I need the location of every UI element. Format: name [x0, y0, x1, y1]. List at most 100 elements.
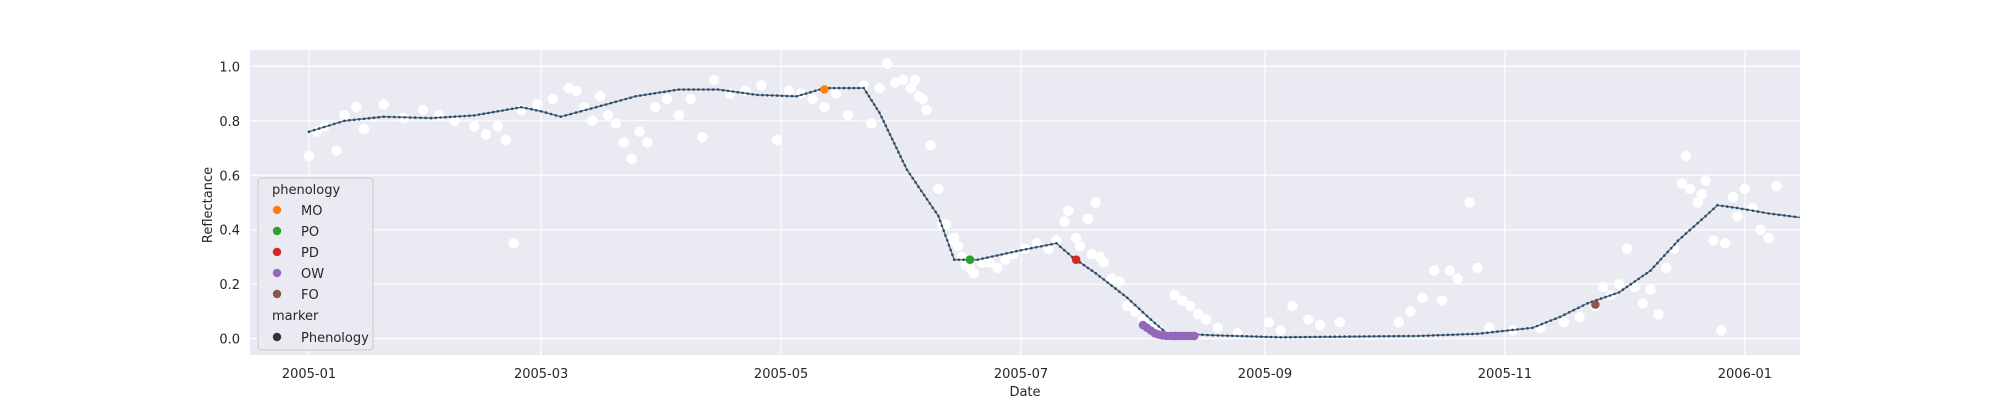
legend-label-mo: MO: [301, 204, 322, 219]
observation-point: [685, 93, 696, 105]
smoothed-dot: [629, 96, 632, 99]
smoothed-dot: [1034, 245, 1038, 249]
smoothed-dot: [1586, 302, 1589, 305]
smoothed-dot: [1279, 336, 1282, 339]
observation-point: [1668, 243, 1680, 254]
legend-label-po: PO: [301, 225, 319, 240]
smoothed-dot: [515, 106, 518, 110]
observation-point: [1275, 325, 1286, 336]
smoothed-dot: [1476, 332, 1479, 336]
smoothed-dot: [1402, 334, 1405, 338]
smoothed-dot: [594, 105, 598, 109]
smoothed-dot: [1323, 335, 1327, 339]
observation-point: [842, 110, 854, 121]
smoothed-dot: [327, 124, 331, 127]
observation-point: [1716, 325, 1727, 336]
smoothed-dot: [1211, 333, 1214, 337]
observation-point: [1428, 265, 1440, 276]
smoothed-dot: [534, 109, 538, 112]
smoothed-dot: [1216, 334, 1220, 337]
smoothed-dot: [1531, 326, 1534, 330]
observation-point: [1444, 265, 1456, 276]
observation-point: [1680, 151, 1692, 162]
smoothed-dot: [1313, 335, 1317, 339]
smoothed-dot: [510, 107, 514, 111]
smoothed-dot: [419, 116, 422, 120]
smoothed-dot: [1392, 334, 1396, 338]
smoothed-dot: [1725, 205, 1729, 208]
phenology-points: [820, 85, 1600, 341]
smoothed-dot: [1673, 243, 1676, 246]
smoothed-dot: [1625, 285, 1629, 289]
smoothed-dot: [1363, 335, 1366, 338]
observation-point: [897, 74, 909, 86]
smoothed-dot: [579, 110, 583, 113]
observation-point: [594, 91, 606, 102]
smoothed-dot: [1372, 335, 1376, 338]
smoothed-dot: [1235, 334, 1239, 338]
x-axis-ticks: 2005-01 2005-03 2005-05 2005-07 2005-09 2005-…: [282, 367, 1772, 382]
smoothed-dot: [1422, 334, 1425, 338]
observation-point: [756, 80, 767, 91]
observation-point: [1645, 284, 1656, 295]
smoothed-dot: [559, 115, 563, 118]
smoothed-dot: [1436, 333, 1440, 337]
smoothed-dot: [872, 103, 876, 106]
smoothed-dot: [746, 92, 749, 95]
smoothed-dot: [890, 137, 894, 141]
phenology-point-po: [965, 255, 975, 264]
smoothed-dot: [1129, 300, 1133, 303]
smoothed-dot: [1110, 284, 1113, 287]
y-tick-label: 0.8: [219, 115, 240, 130]
phenology-point-mo: [820, 85, 829, 94]
smoothed-dot: [925, 198, 929, 201]
smoothed-dot: [453, 115, 457, 118]
smoothed-dot: [756, 93, 759, 97]
smoothed-dot: [544, 111, 548, 114]
y-axis-label: Reflectance: [201, 167, 216, 243]
smoothed-dot: [937, 214, 940, 218]
observation-point: [331, 145, 342, 156]
observation-point: [968, 268, 980, 279]
observation-point: [866, 118, 877, 129]
smoothed-dot: [1426, 334, 1430, 337]
smoothed-dot: [333, 122, 336, 126]
smoothed-dot: [413, 116, 417, 119]
observation-point: [874, 82, 885, 94]
smoothed-dot: [1756, 210, 1760, 213]
x-tick-label: 2005-11: [1478, 367, 1532, 382]
smoothed-dot: [1090, 269, 1094, 272]
smoothed-dot: [372, 116, 376, 119]
smoothed-dot: [957, 258, 961, 262]
observation-point: [1484, 322, 1495, 333]
smoothed-dot: [506, 108, 509, 111]
smoothed-dot: [832, 86, 836, 90]
observation-point: [634, 126, 645, 137]
smoothed-dot: [952, 258, 956, 262]
smoothed-dot: [1466, 332, 1469, 336]
observation-point: [469, 121, 480, 132]
smoothed-dot: [1269, 335, 1273, 339]
smoothed-dot: [847, 86, 851, 90]
smoothed-dot: [1621, 288, 1625, 291]
smoothed-dot: [472, 114, 476, 117]
smoothed-dot: [800, 93, 803, 97]
smoothed-dot: [1010, 251, 1013, 254]
smoothed-dot: [947, 243, 951, 247]
smoothed-dot: [687, 88, 690, 91]
smoothed-dot: [1688, 228, 1692, 232]
smoothed-dot: [938, 219, 942, 223]
smoothed-dot: [348, 119, 351, 122]
smoothed-dot: [1141, 311, 1145, 314]
legend-box: [257, 177, 374, 351]
smoothed-dot: [1741, 207, 1744, 211]
smoothed-dot: [884, 124, 888, 128]
observation-point: [1177, 295, 1188, 306]
smoothed-dot: [707, 88, 710, 91]
observation-point: [783, 85, 795, 97]
smoothed-dot: [1659, 258, 1663, 261]
smoothed-dot: [496, 110, 500, 113]
observation-point: [1763, 232, 1774, 244]
observation-point: [909, 74, 921, 86]
x-tick-label: 2005-07: [994, 367, 1048, 382]
